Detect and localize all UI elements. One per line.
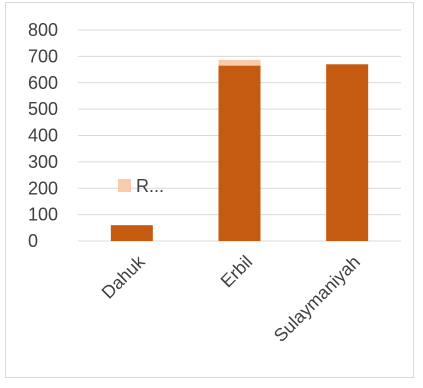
y-tick-label: 0 bbox=[28, 231, 38, 251]
y-tick-label: 400 bbox=[28, 126, 58, 146]
x-axis-category-labels: Dahuk Erbil Sulaymaniyah bbox=[98, 251, 364, 346]
bar-erbil-series-0 bbox=[218, 65, 261, 241]
bar-dahuk-series-0 bbox=[110, 225, 153, 241]
bar-erbil-series-1 bbox=[218, 59, 261, 66]
y-tick-label: 200 bbox=[28, 178, 58, 198]
legend-swatch bbox=[118, 179, 131, 192]
bar-chart: 0 100 200 300 400 500 600 700 800 Dahuk Erbil Sula… bbox=[28, 20, 401, 346]
y-tick-label: 100 bbox=[28, 205, 58, 225]
y-tick-label: 300 bbox=[28, 152, 58, 172]
legend: R... bbox=[118, 176, 164, 196]
x-category-label: Sulaymaniyah bbox=[270, 252, 364, 346]
bars bbox=[110, 59, 369, 241]
y-tick-label: 500 bbox=[28, 99, 58, 119]
x-category-label: Dahuk bbox=[98, 251, 150, 303]
chart-frame: 0 100 200 300 400 500 600 700 800 Dahuk Erbil Sula… bbox=[5, 2, 414, 378]
y-tick-label: 800 bbox=[28, 20, 58, 40]
bar-sulaymaniyah-series-0 bbox=[326, 64, 369, 241]
y-axis-tick-labels: 0 100 200 300 400 500 600 700 800 bbox=[28, 20, 58, 251]
x-category-label: Erbil bbox=[217, 252, 257, 292]
legend-label: R... bbox=[136, 176, 164, 196]
y-tick-label: 600 bbox=[28, 73, 58, 93]
y-tick-label: 700 bbox=[28, 46, 58, 66]
